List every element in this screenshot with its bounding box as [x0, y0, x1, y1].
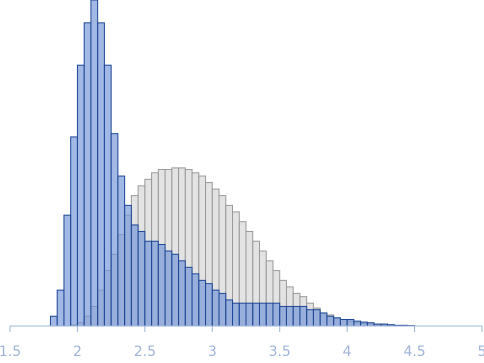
- histogram-bar: [326, 315, 335, 327]
- histogram-bar: [238, 302, 247, 327]
- histogram-bar: [360, 321, 368, 327]
- histogram-bar: [76, 64, 85, 327]
- x-tick-label: 4.5: [403, 344, 425, 360]
- x-tick-label: 3.5: [269, 344, 291, 360]
- x-tick-label: 2: [73, 344, 82, 360]
- histogram-bar: [151, 240, 159, 327]
- histogram-bar: [171, 253, 180, 327]
- histogram-bar: [265, 302, 274, 327]
- histogram-bar: [49, 315, 58, 327]
- histogram-bar: [124, 204, 132, 327]
- histogram-bar: [164, 250, 173, 327]
- histogram-bar: [137, 230, 146, 327]
- histogram-bar: [258, 302, 267, 327]
- histogram-bar: [70, 136, 78, 327]
- histogram-bar: [285, 305, 294, 327]
- histogram-bar: [130, 224, 139, 327]
- histogram-bar: [218, 292, 227, 327]
- histogram-bar: [205, 283, 213, 327]
- histogram-bar: [157, 244, 166, 327]
- histogram-bar: [245, 302, 254, 327]
- histogram-bar: [279, 305, 287, 327]
- histogram-bar: [178, 260, 186, 327]
- histogram-bar: [63, 214, 72, 327]
- histogram-bar: [117, 175, 126, 327]
- x-tick-label: 1.5: [0, 344, 21, 360]
- histogram-bar: [103, 64, 112, 327]
- histogram-bar: [252, 302, 260, 327]
- histogram-bar: [272, 302, 281, 327]
- histogram-bar: [225, 299, 234, 327]
- histogram-bar: [353, 320, 362, 327]
- histogram-bar: [333, 317, 341, 327]
- histogram-bar: [144, 240, 153, 327]
- histogram-bar: [184, 266, 193, 327]
- histogram-bar: [312, 309, 321, 327]
- histogram-bar: [97, 22, 105, 327]
- histogram-bar: [198, 279, 207, 327]
- histogram-bar: [319, 312, 328, 327]
- histogram-bar: [191, 273, 200, 327]
- histogram-bar: [56, 289, 65, 327]
- histogram-bar: [306, 309, 314, 327]
- histogram-bar: [83, 22, 92, 327]
- histogram-bar: [90, 0, 99, 327]
- histogram-bar: [110, 133, 119, 327]
- histogram-bar: [232, 302, 240, 327]
- histogram-bar: [339, 318, 348, 327]
- x-tick-label: 3: [208, 344, 217, 360]
- histogram-bar: [299, 305, 308, 327]
- x-tick-label: 2.5: [134, 344, 156, 360]
- x-tick-label: 4: [343, 344, 352, 360]
- histogram-bar: [346, 318, 355, 327]
- histogram-bar: [292, 305, 301, 327]
- histogram-bar: [211, 289, 220, 327]
- x-tick-label: 5: [478, 344, 484, 360]
